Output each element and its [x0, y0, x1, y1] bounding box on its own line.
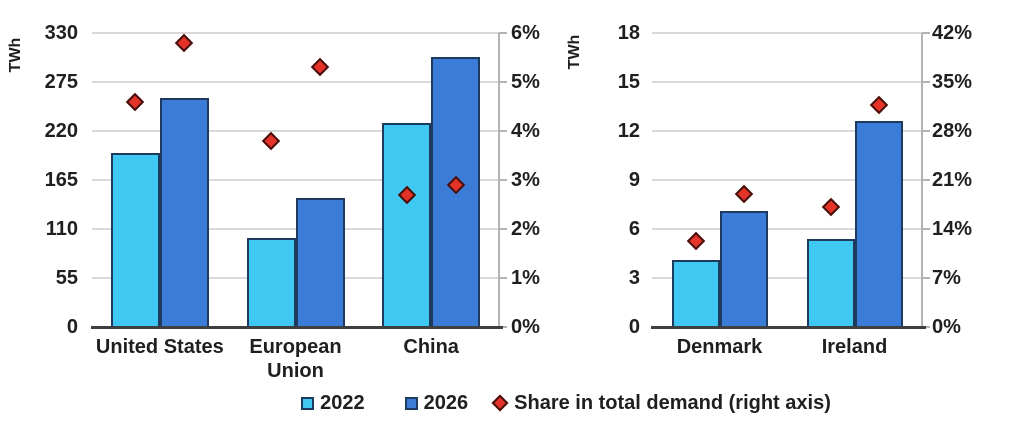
legend-item-2026: 2026 — [404, 391, 469, 415]
bar-2022-ireland — [806, 238, 855, 328]
x-axis-line — [91, 326, 503, 329]
bar-2022-china — [382, 122, 432, 328]
share-marker-2022-denmark — [686, 231, 705, 251]
x-axis-line — [651, 326, 926, 329]
share-marker-2022-ireland — [821, 198, 840, 217]
y-axis-tick-label: 6 — [628, 218, 640, 240]
secondary-axis-tick-label: 28% — [932, 120, 973, 142]
secondary-axis-tick — [499, 326, 507, 328]
gridline — [652, 179, 922, 181]
legend-label-2026: 2026 — [423, 391, 469, 414]
secondary-axis-tick — [499, 81, 507, 83]
gridline — [652, 130, 922, 132]
bar-2026-european-union — [295, 197, 345, 328]
y-axis-tick-label: 15 — [617, 71, 640, 93]
chart-legend: 2022 2026 Share in total demand (right a… — [54, 390, 1024, 416]
secondary-axis-tick-label: 4% — [511, 120, 540, 142]
gridline — [652, 81, 922, 83]
secondary-axis-tick-label: 35% — [932, 71, 973, 93]
x-axis-category-label: United States — [95, 336, 224, 358]
bar-2026-denmark — [719, 211, 768, 328]
secondary-axis-tick-label: 14% — [932, 218, 973, 240]
secondary-axis-tick — [499, 179, 507, 181]
right-chart-y-axis-title: TWh — [566, 34, 583, 70]
secondary-axis-tick — [499, 32, 507, 34]
secondary-axis-tick — [922, 81, 930, 83]
x-axis-category-label: Denmark — [676, 336, 763, 358]
secondary-axis-line — [498, 33, 500, 328]
x-axis-category-label: China — [403, 336, 459, 358]
secondary-axis-tick — [499, 130, 507, 132]
y-axis-tick-label: 0 — [628, 316, 640, 338]
secondary-axis-tick — [922, 326, 930, 328]
secondary-axis-tick — [922, 277, 930, 279]
y-axis-tick-label: 9 — [628, 169, 640, 191]
legend-label-share: Share in total demand (right axis) — [514, 391, 831, 414]
gridline — [652, 277, 922, 279]
y-axis-tick-label: 18 — [617, 22, 640, 44]
y-axis-tick-label: 55 — [55, 267, 78, 289]
legend-swatch-2022 — [301, 396, 315, 410]
secondary-axis-tick-label: 0% — [511, 316, 540, 338]
gridline — [92, 179, 499, 181]
gridline — [92, 81, 499, 83]
x-axis-category-label: European Union — [249, 336, 342, 382]
secondary-axis-tick-label: 7% — [932, 267, 961, 289]
y-axis-tick-label: 330 — [44, 22, 78, 44]
secondary-axis-tick-label: 6% — [511, 22, 540, 44]
secondary-axis-tick-label: 1% — [511, 267, 540, 289]
gridline — [92, 130, 499, 132]
bar-2026-ireland — [854, 121, 903, 328]
y-axis-tick-label: 12 — [617, 120, 640, 142]
y-axis-tick-label: 110 — [45, 218, 78, 240]
legend-item-2022: 2022 — [301, 392, 365, 415]
secondary-axis-tick — [922, 130, 930, 132]
secondary-axis-tick — [499, 277, 507, 279]
bar-2022-denmark — [671, 260, 720, 328]
secondary-axis-tick — [922, 228, 930, 230]
legend-swatch-2026 — [404, 396, 418, 410]
legend-item-share: Share in total demand (right axis) — [491, 391, 831, 415]
share-marker-2026-ireland — [869, 95, 888, 115]
gridline — [652, 228, 922, 230]
legend-label-2022: 2022 — [320, 391, 365, 414]
secondary-axis-tick-label: 42% — [932, 22, 973, 44]
left-chart-y-axis-title: TWh — [7, 37, 24, 73]
y-axis-tick-label: 220 — [44, 120, 78, 142]
x-axis-category-label: Ireland — [821, 336, 888, 358]
secondary-axis-tick-label: 5% — [511, 71, 540, 93]
secondary-axis-tick — [922, 179, 930, 181]
secondary-axis-line — [921, 33, 923, 328]
bar-2026-united-states — [159, 98, 209, 328]
secondary-axis-tick-label: 0% — [932, 316, 961, 338]
secondary-axis-tick-label: 3% — [511, 169, 540, 191]
secondary-axis-tick-label: 21% — [932, 169, 973, 191]
gridline — [92, 32, 499, 34]
share-marker-2026-denmark — [734, 184, 753, 204]
secondary-axis-tick — [499, 228, 507, 230]
legend-swatch-share-diamond-icon — [491, 394, 509, 412]
y-axis-tick-label: 3 — [628, 267, 640, 289]
secondary-axis-tick-label: 2% — [511, 218, 540, 240]
gridline — [652, 32, 922, 34]
y-axis-tick-label: 165 — [44, 169, 78, 191]
y-axis-tick-label: 275 — [44, 71, 78, 93]
y-axis-tick-label: 0 — [66, 316, 78, 338]
secondary-axis-tick — [922, 32, 930, 34]
